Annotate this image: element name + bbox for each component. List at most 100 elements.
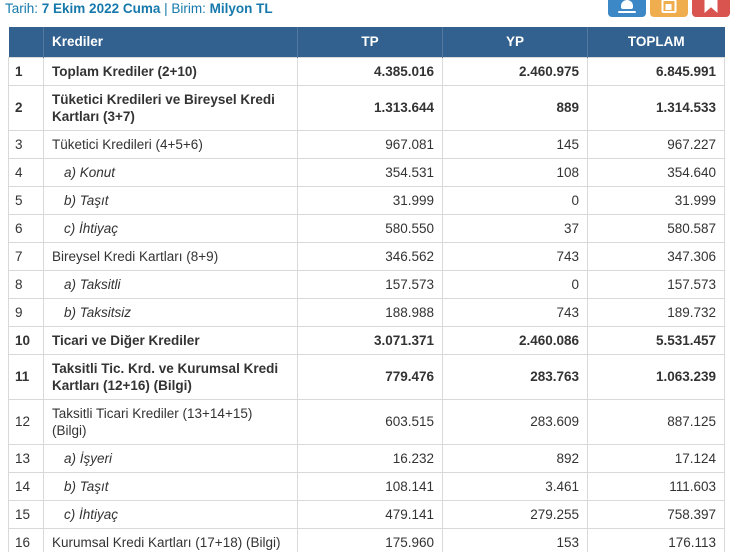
- export-icon: [618, 0, 636, 13]
- row-number: 2: [8, 84, 44, 131]
- credit-label: Ticari ve Diğer Krediler: [43, 325, 298, 355]
- yp-value: 153: [442, 527, 588, 552]
- row-number: 3: [8, 129, 44, 159]
- yp-value: 3.461: [442, 471, 588, 501]
- row-number: 12: [8, 398, 44, 445]
- yp-value: 283.763: [442, 353, 588, 400]
- save-button[interactable]: [650, 0, 688, 17]
- table-row: 3 Tüketici Kredileri (4+5+6) 967.081 145…: [8, 129, 725, 159]
- save-icon: [661, 0, 677, 13]
- credit-label: Taksitli Tic. Krd. ve Kurumsal Kredi Kar…: [43, 353, 298, 400]
- yp-value: 889: [442, 84, 588, 131]
- yp-value: 108: [442, 157, 588, 187]
- table-row: 9 b) Taksitsiz 188.988 743 189.732: [8, 297, 725, 327]
- tp-value: 188.988: [297, 297, 443, 327]
- row-number: 13: [8, 443, 44, 473]
- yp-value: 0: [442, 269, 588, 299]
- row-number: 1: [8, 56, 44, 86]
- tp-value: 603.515: [297, 398, 443, 445]
- row-number: 10: [8, 325, 44, 355]
- credit-label: Bireysel Kredi Kartları (8+9): [43, 241, 298, 271]
- column-header-tp: TP: [297, 27, 443, 57]
- column-header-no: [8, 27, 44, 57]
- credit-label: Tüketici Kredileri (4+5+6): [43, 129, 298, 159]
- unit-value: Milyon TL: [209, 1, 273, 16]
- toplam-value: 347.306: [587, 241, 725, 271]
- yp-value: 145: [442, 129, 588, 159]
- row-number: 14: [8, 471, 44, 501]
- date-value: 7 Ekim 2022 Cuma: [41, 1, 161, 16]
- toplam-value: 31.999: [587, 185, 725, 215]
- unit-label: Birim:: [171, 1, 206, 16]
- toplam-value: 6.845.991: [587, 56, 725, 86]
- table-row: 10 Ticari ve Diğer Krediler 3.071.371 2.…: [8, 325, 725, 355]
- toplam-value: 17.124: [587, 443, 725, 473]
- table-row: 12 Taksitli Ticari Krediler (13+14+15) (…: [8, 398, 725, 445]
- date-unit-line: Tarih: 7 Ekim 2022 Cuma | Birim: Milyon …: [5, 1, 273, 16]
- bookmark-button[interactable]: [692, 0, 730, 17]
- tp-value: 346.562: [297, 241, 443, 271]
- toplam-value: 354.640: [587, 157, 725, 187]
- separator: |: [164, 1, 168, 16]
- yp-value: 283.609: [442, 398, 588, 445]
- table-row: 14 b) Taşıt 108.141 3.461 111.603: [8, 471, 725, 501]
- table-row: 15 c) İhtiyaç 479.141 279.255 758.397: [8, 499, 725, 529]
- table-row: 16 Kurumsal Kredi Kartları (17+18) (Bilg…: [8, 527, 725, 552]
- toplam-value: 5.531.457: [587, 325, 725, 355]
- toplam-value: 967.227: [587, 129, 725, 159]
- row-number: 7: [8, 241, 44, 271]
- toplam-value: 1.314.533: [587, 84, 725, 131]
- tp-value: 1.313.644: [297, 84, 443, 131]
- credit-label: b) Taşıt: [43, 185, 298, 215]
- tp-value: 108.141: [297, 471, 443, 501]
- row-number: 15: [8, 499, 44, 529]
- credit-label: b) Taşıt: [43, 471, 298, 501]
- credit-label: b) Taksitsiz: [43, 297, 298, 327]
- header-row: Krediler TP YP TOPLAM: [8, 27, 725, 57]
- table-row: 2 Tüketici Kredileri ve Bireysel Kredi K…: [8, 84, 725, 131]
- credit-label: a) Taksitli: [43, 269, 298, 299]
- yp-value: 892: [442, 443, 588, 473]
- row-number: 16: [8, 527, 44, 552]
- tp-value: 16.232: [297, 443, 443, 473]
- tp-value: 967.081: [297, 129, 443, 159]
- row-number: 6: [8, 213, 44, 243]
- table-row: 8 a) Taksitli 157.573 0 157.573: [8, 269, 725, 299]
- yp-value: 37: [442, 213, 588, 243]
- toplam-value: 887.125: [587, 398, 725, 445]
- export-toolbar: [608, 0, 730, 17]
- table-row: 4 a) Konut 354.531 108 354.640: [8, 157, 725, 187]
- row-number: 11: [8, 353, 44, 400]
- toplam-value: 189.732: [587, 297, 725, 327]
- toplam-value: 580.587: [587, 213, 725, 243]
- credit-label: a) Konut: [43, 157, 298, 187]
- credits-table-header: Krediler TP YP TOPLAM: [8, 27, 725, 57]
- column-header-toplam: TOPLAM: [587, 27, 725, 57]
- credits-table-body: 1 Toplam Krediler (2+10) 4.385.016 2.460…: [8, 56, 725, 552]
- tp-value: 175.960: [297, 527, 443, 552]
- credit-label: c) İhtiyaç: [43, 499, 298, 529]
- toplam-value: 758.397: [587, 499, 725, 529]
- toplam-value: 1.063.239: [587, 353, 725, 400]
- row-number: 8: [8, 269, 44, 299]
- tp-value: 3.071.371: [297, 325, 443, 355]
- row-number: 4: [8, 157, 44, 187]
- row-number: 9: [8, 297, 44, 327]
- export-button[interactable]: [608, 0, 646, 17]
- row-number: 5: [8, 185, 44, 215]
- tp-value: 779.476: [297, 353, 443, 400]
- yp-value: 2.460.975: [442, 56, 588, 86]
- table-row: 11 Taksitli Tic. Krd. ve Kurumsal Kredi …: [8, 353, 725, 400]
- tp-value: 157.573: [297, 269, 443, 299]
- table-row: 6 c) İhtiyaç 580.550 37 580.587: [8, 213, 725, 243]
- credit-label: a) İşyeri: [43, 443, 298, 473]
- table-row: 1 Toplam Krediler (2+10) 4.385.016 2.460…: [8, 56, 725, 86]
- yp-value: 0: [442, 185, 588, 215]
- column-header-yp: YP: [442, 27, 588, 57]
- yp-value: 2.460.086: [442, 325, 588, 355]
- tp-value: 31.999: [297, 185, 443, 215]
- tp-value: 354.531: [297, 157, 443, 187]
- table-row: 13 a) İşyeri 16.232 892 17.124: [8, 443, 725, 473]
- credit-label: Toplam Krediler (2+10): [43, 56, 298, 86]
- bookmark-icon: [704, 0, 718, 13]
